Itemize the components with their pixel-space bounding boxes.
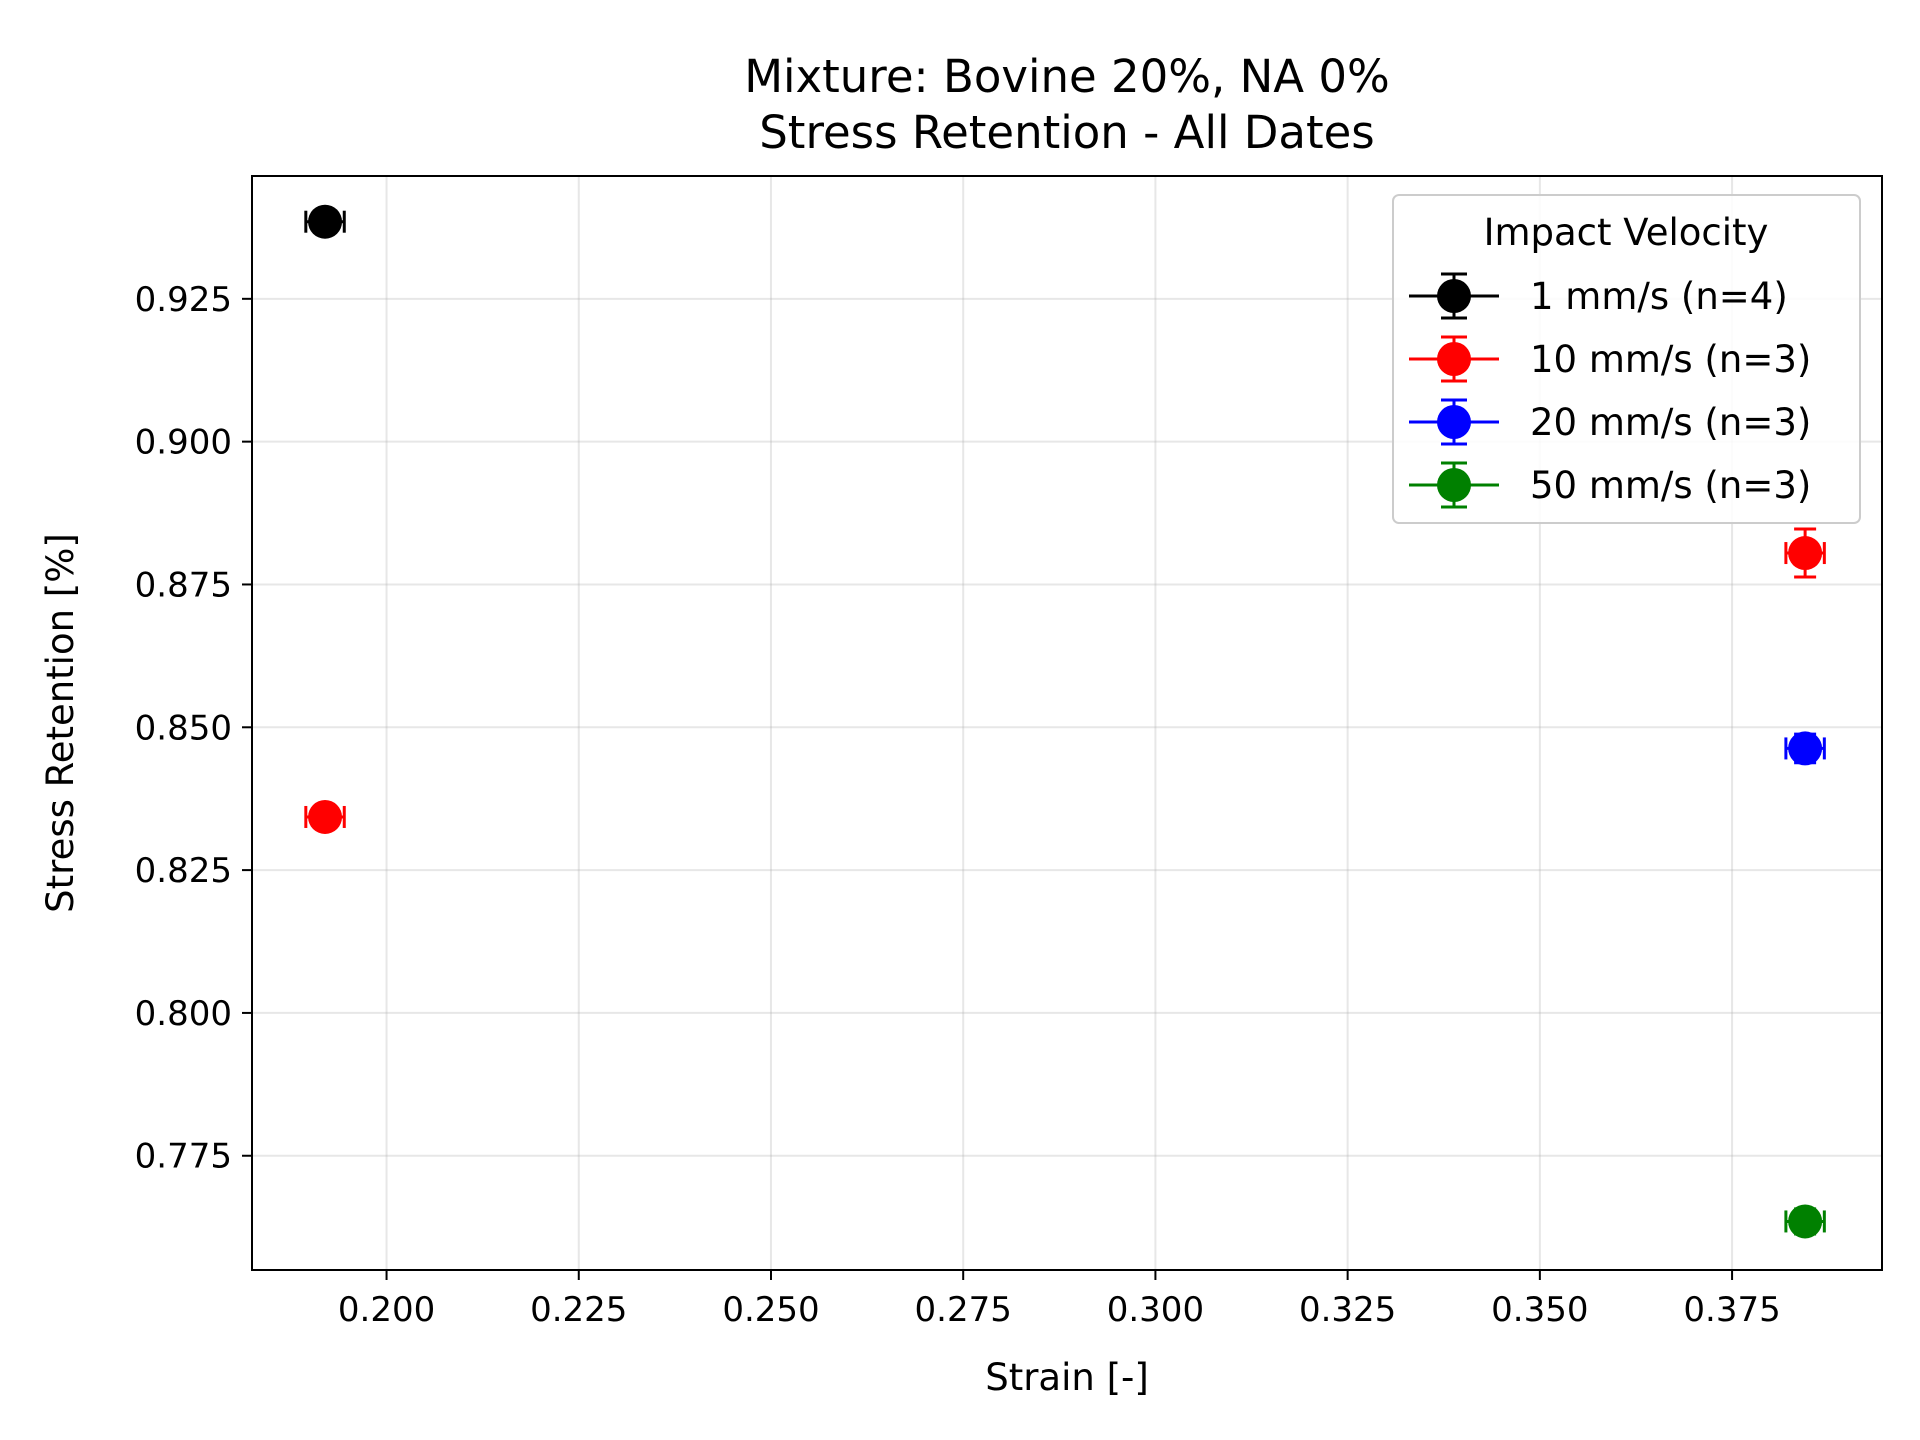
data-marker	[1788, 731, 1823, 766]
x-tick-label: 0.200	[338, 1290, 435, 1330]
legend-entries: 1 mm/s (n=4) 10 mm/s (n=3) 20 mm/s (n=3) 50…	[1409, 272, 1811, 509]
x-tick-label: 0.300	[1107, 1290, 1204, 1330]
data-marker	[308, 204, 343, 239]
legend-entry: 1 mm/s (n=4)	[1409, 272, 1788, 320]
data-point	[1784, 527, 1826, 579]
y-tick-label: 0.825	[135, 851, 232, 891]
chart-subtitle: Stress Retention - All Dates	[759, 106, 1375, 159]
legend-label: 10 mm/s (n=3)	[1530, 338, 1811, 381]
x-axis-label: Strain [-]	[985, 1356, 1149, 1399]
y-tick-label: 0.925	[135, 280, 232, 320]
legend-entry: 50 mm/s (n=3)	[1409, 461, 1811, 509]
x-tick-label: 0.225	[530, 1290, 627, 1330]
chart-title: Mixture: Bovine 20%, NA 0%	[744, 50, 1390, 103]
legend-marker	[1437, 468, 1471, 502]
y-tick-label: 0.875	[135, 565, 232, 605]
data-marker	[308, 799, 343, 834]
legend-marker	[1437, 342, 1471, 376]
x-tick-label: 0.325	[1299, 1290, 1396, 1330]
data-point	[304, 799, 346, 834]
data-marker	[1788, 536, 1823, 571]
data-marker	[1788, 1204, 1823, 1239]
data-point	[304, 204, 346, 239]
x-tick-label: 0.350	[1491, 1290, 1588, 1330]
legend-label: 20 mm/s (n=3)	[1530, 401, 1811, 444]
legend-marker	[1437, 405, 1471, 439]
legend-title: Impact Velocity	[1484, 211, 1769, 254]
x-tick-label: 0.375	[1683, 1290, 1780, 1330]
legend-marker	[1437, 279, 1471, 313]
y-tick-label: 0.900	[135, 423, 232, 463]
data-points	[304, 204, 1826, 1239]
legend-label: 1 mm/s (n=4)	[1530, 275, 1788, 318]
legend-entry: 20 mm/s (n=3)	[1409, 398, 1811, 446]
data-point	[1784, 1204, 1826, 1239]
legend-entry: 10 mm/s (n=3)	[1409, 335, 1811, 383]
data-point	[1784, 731, 1826, 766]
x-tick-label: 0.275	[915, 1290, 1012, 1330]
y-axis-ticks: 0.775 0.800 0.825 0.850 0.875 0.900 0.925	[135, 280, 252, 1177]
legend-label: 50 mm/s (n=3)	[1530, 464, 1811, 507]
plot-frame	[251, 175, 1883, 1271]
y-tick-label: 0.800	[135, 994, 232, 1034]
y-axis-label: Stress Retention [%]	[39, 533, 82, 913]
x-axis-ticks: 0.200 0.225 0.250 0.275 0.300 0.325 0.350 0.375	[338, 1270, 1781, 1330]
legend: Impact Velocity 1 mm/s (n=4) 10 mm/s (n=3…	[1392, 194, 1861, 524]
x-tick-label: 0.250	[722, 1290, 819, 1330]
y-tick-label: 0.850	[135, 708, 232, 748]
legend-box	[1392, 194, 1861, 524]
y-tick-label: 0.775	[135, 1137, 232, 1177]
